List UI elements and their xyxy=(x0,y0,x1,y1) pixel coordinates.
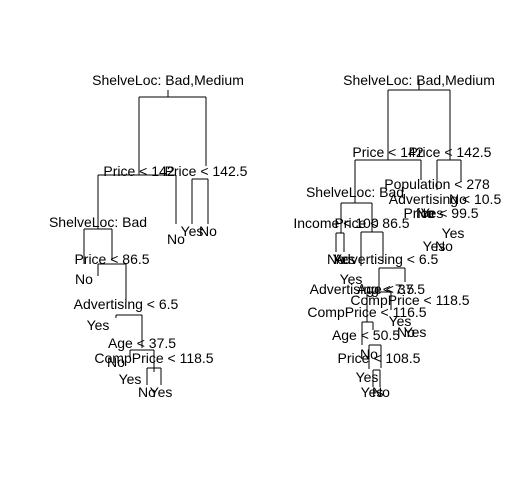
split-label: ShelveLoc: Bad xyxy=(49,214,147,230)
leaf-label: Yes xyxy=(181,223,204,239)
leaf-label: No xyxy=(138,384,156,400)
leaf-label: No xyxy=(435,238,453,254)
split-label: Age < 50.5 xyxy=(332,327,400,343)
leaf-label: Yes xyxy=(423,238,446,254)
split-label: Income < 100 xyxy=(293,215,378,231)
leaf-label: No xyxy=(199,223,217,239)
split-label: Advertising < 6.5 xyxy=(334,251,439,267)
split-label: ShelveLoc: Bad,Medium xyxy=(343,72,495,88)
leaf-label: Yes xyxy=(87,317,110,333)
leaf-label: Yes xyxy=(150,384,173,400)
leaf-label: No xyxy=(449,191,467,207)
leaf-label: Yes xyxy=(119,371,142,387)
split-label: Price < 86.5 xyxy=(74,251,149,267)
leaf-label: Yes xyxy=(389,313,412,329)
leaf-label: Yes xyxy=(442,225,465,241)
split-label: Price < 142 xyxy=(352,144,423,160)
leaf-label: No xyxy=(107,354,125,370)
leaf-label: No xyxy=(372,384,390,400)
leaf-label: Yes xyxy=(361,384,384,400)
leaf-label: No xyxy=(360,346,378,362)
leaf-label: No xyxy=(416,205,434,221)
leaf-label: Yes xyxy=(333,251,356,267)
split-label: CompPrice < 118.5 xyxy=(94,350,213,366)
split-label: Price < 142 xyxy=(103,163,174,179)
split-label: Price < 142.5 xyxy=(165,163,248,179)
leaf-label: No xyxy=(167,231,185,247)
split-label: Age < 37.5 xyxy=(357,281,425,297)
split-label: Advertising < 10.5 xyxy=(389,191,502,207)
split-label: Advertising < 7.5 xyxy=(310,281,415,297)
leaf-label: No xyxy=(75,271,93,287)
split-label: ShelveLoc: Bad xyxy=(306,184,404,200)
split-label: CompPrice < 116.5 xyxy=(307,304,426,320)
split-label: CompPrice < 118.5 xyxy=(350,292,469,308)
leaf-label: No xyxy=(397,324,415,340)
split-label: Population < 278 xyxy=(384,176,490,192)
split-label: Advertising < 6.5 xyxy=(74,296,179,312)
leaf-label: Yes xyxy=(404,324,427,340)
leaf-label: Yes xyxy=(421,205,444,221)
split-label: ShelveLoc: Bad,Medium xyxy=(92,72,244,88)
split-label: Price < 86.5 xyxy=(334,215,409,231)
split-label: Price < 99.5 xyxy=(403,205,478,221)
leaf-label: Yes xyxy=(356,369,379,385)
split-label: Age < 37.5 xyxy=(108,335,176,351)
split-label: Price < 108.5 xyxy=(338,350,421,366)
leaf-label: No xyxy=(327,251,345,267)
leaf-label: Yes xyxy=(340,271,363,287)
split-label: Price < 142.5 xyxy=(409,144,492,160)
